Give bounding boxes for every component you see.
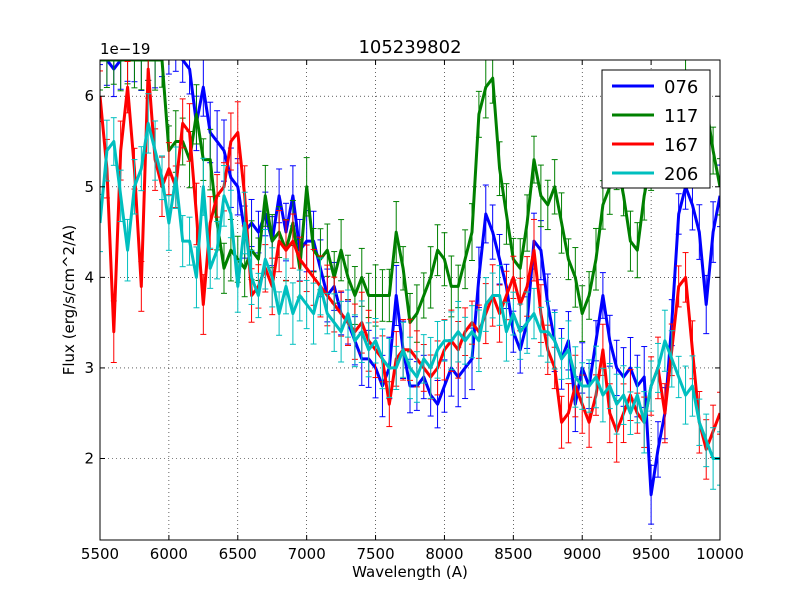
x-tick-label: 8000 xyxy=(425,545,463,563)
legend-label-076: 076 xyxy=(664,77,698,98)
legend-label-117: 117 xyxy=(664,106,698,127)
x-tick-label: 7500 xyxy=(356,545,394,563)
y-tick-label: 6 xyxy=(84,87,94,105)
plot-frame xyxy=(99,59,721,541)
legend-label-206: 206 xyxy=(664,164,698,185)
series-layer xyxy=(100,60,720,525)
legend: 076 117 167 206 xyxy=(601,69,711,189)
y-tick-label: 2 xyxy=(84,449,94,467)
legend-label-167: 167 xyxy=(664,135,698,156)
x-tick-label: 9000 xyxy=(563,545,601,563)
x-tick-label: 6500 xyxy=(219,545,257,563)
series-206 xyxy=(100,93,720,490)
x-axis-label: Wavelength (A) xyxy=(352,563,468,581)
chart-title: 105239802 xyxy=(358,37,461,58)
y-tick-label: 3 xyxy=(84,359,94,377)
x-tick-label: 9500 xyxy=(632,545,670,563)
x-tick-label: 8500 xyxy=(494,545,532,563)
legend-box xyxy=(601,69,711,189)
series-line-206 xyxy=(100,121,720,460)
x-tick-label: 5500 xyxy=(81,545,119,563)
y-tick-label: 5 xyxy=(84,178,94,196)
x-tick-label: 10000 xyxy=(696,545,744,563)
x-tick-label: 7000 xyxy=(288,545,326,563)
y-offset-label: 1e−19 xyxy=(100,40,150,58)
x-tick-label: 6000 xyxy=(150,545,188,563)
y-axis-label: Flux (erg/s/cm^2/A) xyxy=(60,225,78,376)
ticks: 5500 6000 6500 7000 7500 8000 8500 9000 9500 1000… xyxy=(81,60,744,563)
y-tick-label: 4 xyxy=(84,268,94,286)
